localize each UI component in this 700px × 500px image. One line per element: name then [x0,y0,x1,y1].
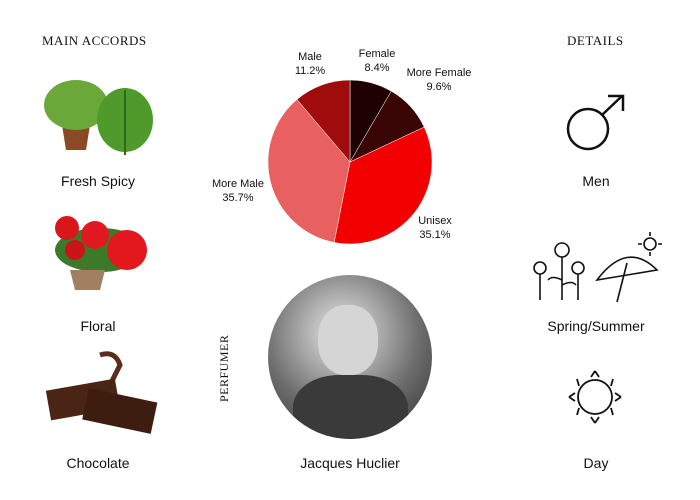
detail-label-spring-summer: Spring/Summer [547,318,645,334]
accord-label-floral: Floral [80,318,116,334]
details-heading: DETAILS [567,33,624,48]
male-symbol-icon [566,94,625,151]
detail-label-men: Men [582,173,610,189]
pie-label-male: Male 11.2% [294,51,326,77]
pie-label-unisex: Unisex 35.1% [418,215,452,241]
main-accords-heading: MAIN ACCORDS [42,33,147,48]
mint-plant-image [44,80,153,155]
pie-slice-more-male [267,99,351,243]
perfumer-photo [268,275,432,439]
geranium-image [55,216,147,290]
pie-label-more-male: More Male 35.7% [212,178,264,204]
flowers-umbrella-icon [533,232,662,303]
accord-label-fresh-spicy: Fresh Spicy [61,173,135,189]
perfumer-name: Jacques Huclier [300,455,400,471]
sun-icon [568,370,622,424]
detail-label-day: Day [583,455,609,471]
accord-label-chocolate: Chocolate [66,455,130,471]
chocolate-image [45,351,158,434]
pie-label-more-female: More Female 9.6% [406,67,472,93]
pie-slice-male [296,79,351,163]
pie-slice-unisex [333,126,433,245]
pie-label-female: Female 8.4% [358,48,396,74]
gender-pie-chart [267,79,433,245]
perfumer-heading: PERFUMER [217,334,231,402]
